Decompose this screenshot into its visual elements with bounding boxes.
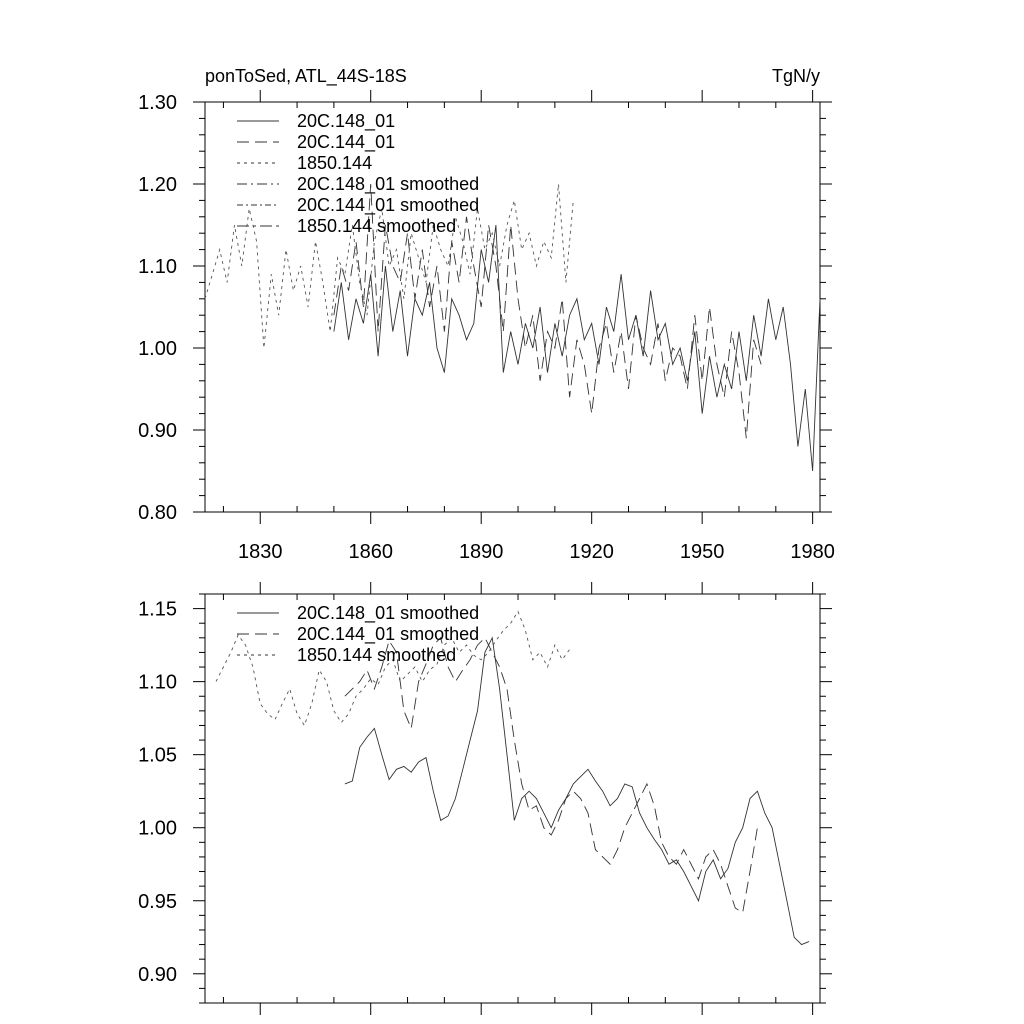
chart-title: ponToSed, ATL_44S-18S bbox=[205, 66, 407, 87]
y-tick-label: 1.30 bbox=[138, 92, 177, 114]
y-tick-label: 1.20 bbox=[138, 174, 177, 196]
series-line-20c-144-01 bbox=[333, 183, 762, 439]
legend-label: 20C.148_01 smoothed bbox=[297, 174, 479, 195]
series-line-20c-148-01-smoothed bbox=[344, 636, 810, 946]
x-tick-label: 1980 bbox=[790, 541, 835, 563]
y-tick-label: 0.90 bbox=[138, 420, 177, 442]
bottom-series-group bbox=[215, 610, 810, 946]
y-tick-label: 1.00 bbox=[138, 818, 177, 840]
y-tick-label: 1.00 bbox=[138, 338, 177, 360]
y-tick-label: 0.80 bbox=[138, 502, 177, 524]
y-tick-label: 1.15 bbox=[138, 599, 177, 621]
legend-label: 1850.144 smoothed bbox=[297, 645, 456, 665]
x-tick-label: 1860 bbox=[348, 541, 393, 563]
series-line-1850-144-smoothed bbox=[215, 610, 570, 727]
bottom-panel: 0.90 0.95 1.00 1.05 1.10 1.15 20C.148_01 smoo… bbox=[138, 582, 832, 1015]
x-tick-label: 1920 bbox=[569, 541, 614, 563]
top-axes: 1830 1860 1890 1920 1950 1980 0.80 0.90 1.00 1.10… bbox=[138, 90, 835, 563]
y-tick-label: 0.95 bbox=[138, 891, 177, 913]
top-series-group bbox=[204, 183, 821, 472]
x-tick-label: 1950 bbox=[680, 541, 725, 563]
legend-label: 20C.144_01 smoothed bbox=[297, 195, 479, 216]
y-tick-label: 0.90 bbox=[138, 964, 177, 986]
legend-label: 1850.144 bbox=[297, 153, 372, 173]
top-panel: ponToSed, ATL_44S-18S TgN/y 1830 1860 1890… bbox=[138, 66, 835, 563]
y-tick-label: 1.05 bbox=[138, 745, 177, 767]
x-tick-label: 1890 bbox=[459, 541, 504, 563]
series-line-1850-144 bbox=[204, 183, 574, 349]
legend-label: 20C.148_01 bbox=[297, 111, 395, 132]
series-line-20c-144-01-smoothed bbox=[344, 636, 758, 914]
legend-label: 20C.144_01 bbox=[297, 132, 395, 153]
bottom-axes: 0.90 0.95 1.00 1.05 1.10 1.15 bbox=[138, 582, 832, 1015]
legend-label: 20C.144_01 smoothed bbox=[297, 624, 479, 645]
legend-label: 1850.144 smoothed bbox=[297, 216, 456, 236]
legend-label: 20C.148_01 smoothed bbox=[297, 603, 479, 624]
chart-units: TgN/y bbox=[772, 66, 820, 86]
x-tick-label: 1830 bbox=[238, 541, 283, 563]
series-line-20c-148-01 bbox=[333, 224, 821, 472]
y-tick-label: 1.10 bbox=[138, 256, 177, 278]
y-tick-label: 1.10 bbox=[138, 672, 177, 694]
